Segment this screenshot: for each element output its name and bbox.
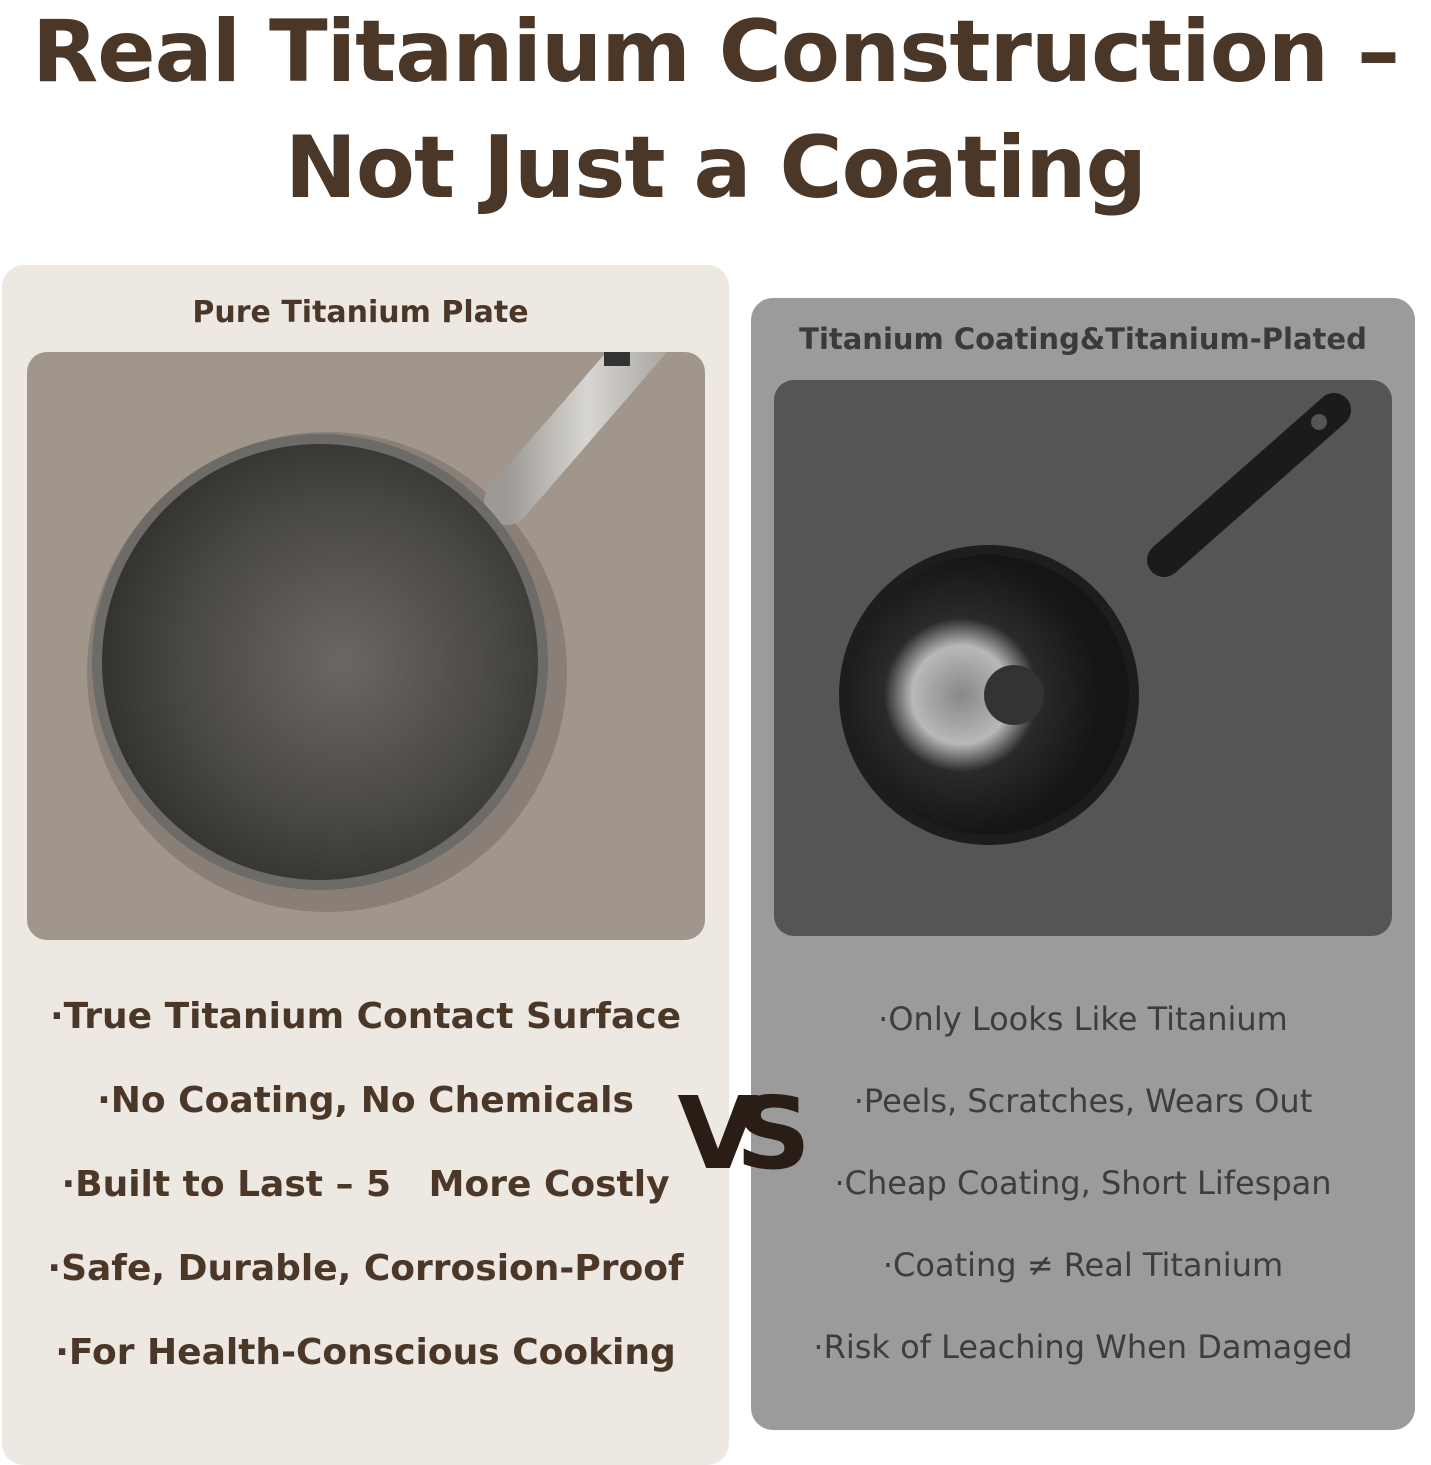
coated-pan-image xyxy=(774,380,1392,936)
feature-item: ·Only Looks Like Titanium xyxy=(878,1000,1288,1038)
feature-item: ·Safe, Durable, Corrosion-Proof xyxy=(47,1248,684,1289)
feature-item: ·True Titanium Contact Surface xyxy=(49,996,682,1037)
coated-pan-features: ·Only Looks Like Titanium ·Peels, Scratc… xyxy=(751,978,1415,1388)
feature-item: ·Coating ≠ Real Titanium xyxy=(882,1246,1284,1284)
pure-titanium-card: Pure Titanium Plate ·True Titanium Conta… xyxy=(2,265,729,1465)
feature-item: ·For Health-Conscious Cooking xyxy=(55,1332,676,1373)
coated-pan-card: Titanium Coating&Titanium-Plated ·Only L… xyxy=(751,298,1415,1430)
page-title-line1: Real Titanium Construction – xyxy=(32,2,1400,102)
feature-item: ·Peels, Scratches, Wears Out xyxy=(853,1082,1313,1120)
feature-item: ·Built to Last – 5 More Costly xyxy=(61,1164,670,1205)
coated-pan-heading: Titanium Coating&Titanium-Plated xyxy=(799,322,1367,356)
pure-titanium-features: ·True Titanium Contact Surface ·No Coati… xyxy=(2,975,729,1395)
feature-item: ·No Coating, No Chemicals xyxy=(97,1080,634,1121)
page-title-line2: Not Just a Coating xyxy=(284,118,1147,218)
feature-item: ·Risk of Leaching When Damaged xyxy=(813,1328,1353,1366)
titanium-pan-image xyxy=(27,352,705,940)
feature-item: ·Cheap Coating, Short Lifespan xyxy=(834,1164,1332,1202)
pure-titanium-heading: Pure Titanium Plate xyxy=(192,295,529,330)
vs-label: VS xyxy=(677,1075,811,1192)
